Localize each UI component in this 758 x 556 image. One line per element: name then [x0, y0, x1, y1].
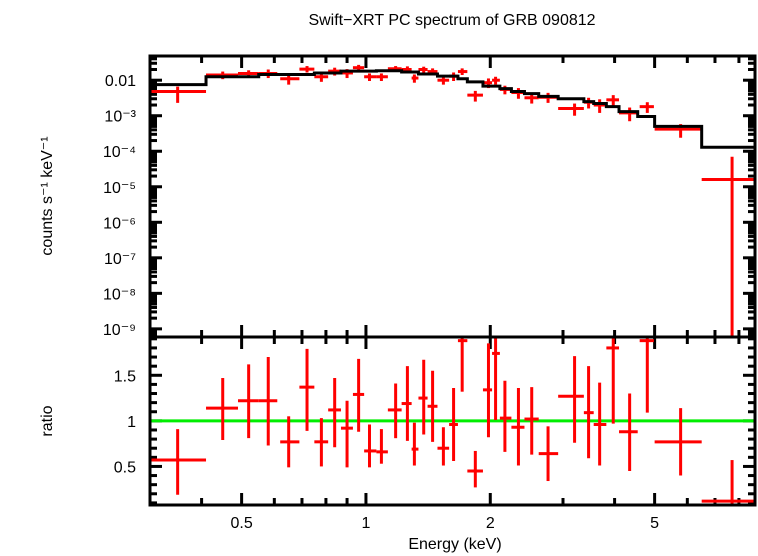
y-tick-label: 10⁻³: [104, 109, 136, 126]
model-step-line: [150, 69, 755, 149]
data-point: [364, 424, 377, 468]
data-point: [418, 359, 428, 435]
y-tick-label: 1.5: [114, 368, 136, 385]
data-point: [238, 364, 259, 439]
data-point: [437, 427, 450, 466]
data-point: [606, 95, 620, 107]
data-point: [437, 76, 450, 85]
data-point: [524, 387, 539, 455]
data-point: [258, 357, 278, 446]
data-point: [427, 370, 438, 442]
data-point: [387, 383, 402, 439]
y-tick-label: 0.01: [105, 73, 136, 90]
data-point: [639, 102, 654, 113]
data-point: [467, 90, 483, 102]
data-point: [418, 66, 428, 73]
x-tick-label: 5: [650, 515, 659, 532]
data-point: [654, 408, 702, 476]
data-point: [558, 103, 584, 116]
data-point: [340, 400, 353, 468]
data-point: [299, 348, 315, 431]
y-tick-label: 1: [127, 414, 136, 431]
spectrum-panel: 0.01 10⁻³ 10⁻⁴ 10⁻⁵ 10⁻⁶ 10⁻⁷ 10⁻⁸ 10⁻⁹: [103, 54, 757, 339]
data-point: [457, 337, 468, 392]
data-point: [411, 74, 419, 83]
data-point: [499, 380, 512, 452]
data-point: [376, 73, 388, 81]
y-tick-label: 10⁻⁵: [103, 180, 136, 197]
data-point: [376, 429, 388, 464]
data-point: [206, 378, 239, 441]
y-tick-label: 10⁻⁴: [103, 144, 136, 161]
data-point: [511, 388, 525, 466]
x-tick-label: 2: [486, 515, 495, 532]
data-point: [701, 156, 755, 337]
data-point: [280, 416, 300, 468]
data-point: [482, 343, 493, 438]
data-point: [150, 86, 207, 103]
data-point: [701, 460, 755, 505]
y-tick-label: 10⁻⁶: [103, 215, 136, 232]
data-point: [457, 68, 468, 76]
data-point: [299, 66, 315, 73]
data-point: [314, 418, 329, 467]
data-point: [558, 356, 584, 443]
x-axis-label: Energy (keV): [408, 536, 501, 553]
data-point: [411, 422, 419, 466]
top-y-axis-label: counts s⁻¹ keV⁻¹: [39, 136, 56, 255]
data-point: [639, 337, 654, 413]
data-point: [538, 426, 559, 482]
data-point: [619, 393, 638, 471]
y-tick-label: 0.5: [114, 459, 136, 476]
data-point: [328, 378, 341, 448]
data-point: [593, 382, 607, 466]
x-tick-label: 1: [361, 515, 370, 532]
data-point: [492, 337, 500, 420]
data-point: [401, 366, 412, 441]
data-point: [449, 388, 458, 461]
chart-title: Swift−XRT PC spectrum of GRB 090812: [308, 12, 595, 29]
data-point: [593, 99, 607, 113]
data-point: [352, 358, 365, 432]
data-point: [511, 88, 525, 99]
y-tick-label: 10⁻⁹: [103, 322, 136, 339]
data-point: [280, 74, 300, 85]
data-point: [619, 107, 638, 122]
x-tick-label: 0.5: [230, 515, 252, 532]
ratio-panel: 0.5 1 1.5 0.5 1 2 5: [114, 335, 757, 532]
data-point: [467, 450, 483, 488]
panel-frame: [148, 335, 757, 507]
y-tick-label: 10⁻⁸: [103, 286, 136, 303]
data-point: [583, 366, 594, 459]
panel-frame: [148, 54, 757, 339]
bottom-y-axis-label: ratio: [39, 405, 56, 436]
y-tick-label: 10⁻⁷: [104, 251, 136, 268]
data-point: [606, 337, 620, 424]
data-point: [150, 429, 207, 495]
data-point: [492, 76, 500, 85]
data-point: [364, 73, 377, 81]
